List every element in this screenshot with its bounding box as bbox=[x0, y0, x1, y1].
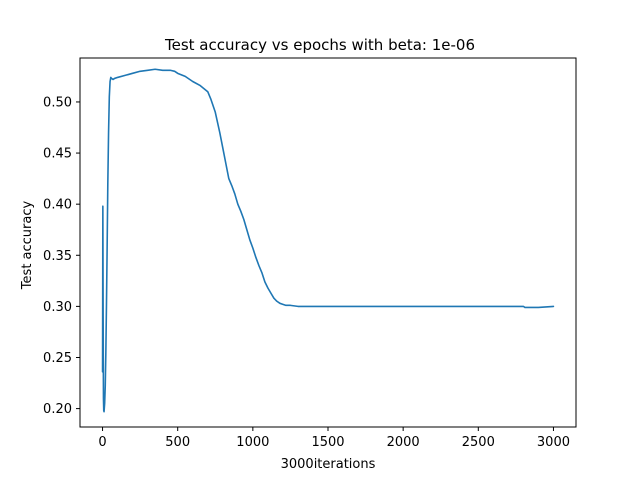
x-tick-label: 1500 bbox=[311, 435, 344, 450]
x-tick-label: 2500 bbox=[462, 435, 495, 450]
x-tick-label: 3000 bbox=[537, 435, 570, 450]
y-tick-label: 0.50 bbox=[43, 95, 72, 110]
y-tick-label: 0.20 bbox=[43, 402, 72, 417]
y-tick-label: 0.45 bbox=[43, 147, 72, 162]
x-tick-label: 1000 bbox=[236, 435, 269, 450]
y-tick-label: 0.25 bbox=[43, 351, 72, 366]
chart-title: Test accuracy vs epochs with beta: 1e-06 bbox=[164, 36, 475, 54]
x-tick-label: 500 bbox=[165, 435, 190, 450]
x-tick-label: 0 bbox=[98, 435, 106, 450]
y-tick-label: 0.30 bbox=[43, 300, 72, 315]
series-line-0 bbox=[101, 68, 555, 413]
series-layer bbox=[101, 68, 555, 413]
x-axis: 0 500 1000 1500 2000 2500 3000 bbox=[98, 427, 570, 450]
y-axis: 0.20 0.25 0.30 0.35 0.40 0.45 0.50 bbox=[43, 95, 80, 417]
y-axis-label: Test accuracy bbox=[20, 201, 35, 291]
x-axis-label: 3000iterations bbox=[281, 457, 376, 472]
x-tick-label: 2000 bbox=[387, 435, 420, 450]
y-tick-label: 0.35 bbox=[43, 249, 72, 264]
y-tick-label: 0.40 bbox=[43, 198, 72, 213]
